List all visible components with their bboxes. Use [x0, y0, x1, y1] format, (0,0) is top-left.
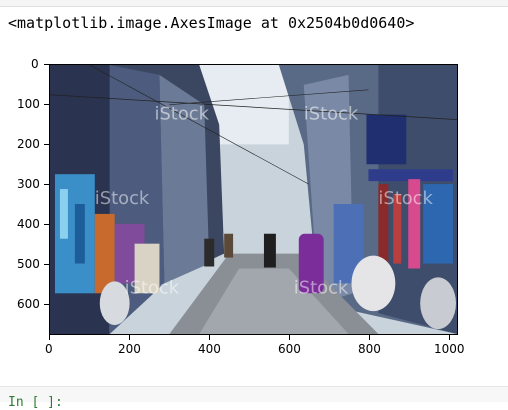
watermark-text: iStock: [95, 188, 150, 209]
x-tick-label: 800: [358, 342, 381, 356]
y-tick-label: 300: [17, 177, 40, 191]
x-tick-mark: [129, 335, 130, 340]
next-cell-prompt: In [ ]:: [8, 395, 63, 410]
y-tick-label: 200: [17, 137, 40, 151]
y-tick-mark: [44, 144, 49, 145]
y-tick-label: 500: [17, 257, 40, 271]
x-tick-mark: [49, 335, 50, 340]
x-tick-label: 400: [198, 342, 221, 356]
x-tick-mark: [209, 335, 210, 340]
x-tick-mark: [449, 335, 450, 340]
y-tick-mark: [44, 184, 49, 185]
cell-top-border: [0, 0, 508, 7]
watermark-text: iStock: [294, 277, 349, 298]
y-tick-label: 600: [17, 297, 40, 311]
street-photo-image: iStock iStock iStock iStock iStock iStoc…: [50, 65, 457, 334]
watermark-text: iStock: [125, 277, 180, 298]
y-tick-mark: [44, 104, 49, 105]
x-tick-label: 200: [118, 342, 141, 356]
axes-frame: iStock iStock iStock iStock iStock iStoc…: [49, 64, 458, 335]
y-tick-mark: [44, 264, 49, 265]
watermark-text: iStock: [154, 104, 209, 125]
x-tick-label: 0: [45, 342, 53, 356]
x-tick-mark: [289, 335, 290, 340]
watermark-text: iStock: [378, 188, 433, 209]
watermark-text: iStock: [304, 104, 359, 125]
x-tick-mark: [369, 335, 370, 340]
y-tick-mark: [44, 304, 49, 305]
x-tick-label: 600: [278, 342, 301, 356]
y-tick-mark: [44, 224, 49, 225]
y-tick-label: 400: [17, 217, 40, 231]
y-tick-label: 100: [17, 97, 40, 111]
next-code-cell[interactable]: [0, 386, 508, 402]
y-tick-mark: [44, 64, 49, 65]
output-repr-text: <matplotlib.image.AxesImage at 0x2504b0d…: [8, 14, 415, 32]
x-tick-label: 1000: [434, 342, 465, 356]
y-tick-label: 0: [31, 57, 39, 71]
